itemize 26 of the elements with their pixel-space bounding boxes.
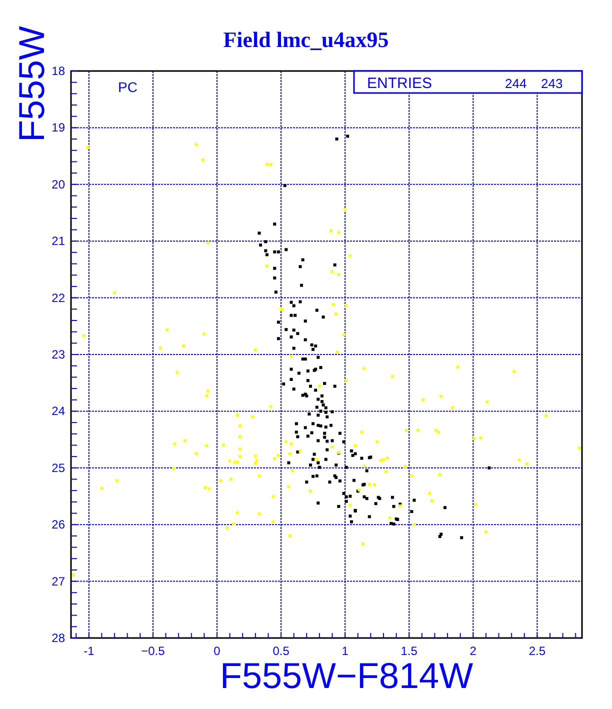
y-tick-label: 27 — [52, 574, 66, 588]
x-tick-label: 0.5 — [272, 644, 290, 658]
annotation: 244 — [505, 76, 527, 91]
x-axis-title: F555W−F814W — [220, 655, 474, 696]
x-tick-label: −0.5 — [141, 644, 166, 658]
y-tick-label: 23 — [52, 348, 66, 362]
x-tick-label: 2.5 — [528, 644, 546, 658]
x-tick-label: 1.5 — [400, 644, 418, 658]
y-tick-label: 25 — [52, 460, 66, 475]
x-tick-label: 2 — [470, 644, 477, 658]
y-tick-label: 18 — [52, 64, 66, 78]
y-tick-label: 22 — [52, 290, 66, 305]
y-axis-title: F555W — [11, 26, 52, 142]
y-tick-label: 28 — [52, 631, 66, 645]
y-tick-label: 24 — [52, 404, 66, 418]
x-tick-label: -1 — [84, 644, 95, 658]
x-tick-label: 0 — [214, 644, 221, 658]
annotation: 243 — [541, 76, 563, 91]
annotation: ENTRIES — [367, 75, 432, 92]
annotation: PC — [118, 79, 138, 95]
chart-title: Field lmc_u4ax95 — [223, 27, 389, 52]
y-tick-label: 26 — [52, 518, 66, 532]
x-tick-label: 1 — [342, 644, 349, 658]
y-tick-label: 19 — [52, 120, 66, 135]
y-tick-label: 20 — [52, 177, 66, 192]
y-tick-label: 21 — [52, 234, 66, 248]
